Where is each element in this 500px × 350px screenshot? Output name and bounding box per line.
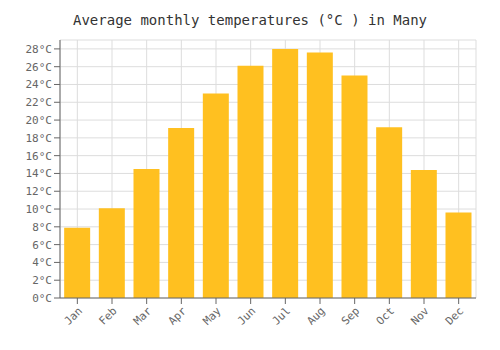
svg-text:18°C: 18°C	[26, 132, 53, 145]
svg-text:2°C: 2°C	[32, 274, 52, 287]
svg-text:Nov: Nov	[408, 304, 432, 328]
svg-text:26°C: 26°C	[26, 61, 53, 74]
svg-text:Aug: Aug	[304, 304, 327, 327]
html-text:Average monthly temperatures (: Average monthly temperatures (°C ) in Ma…	[73, 12, 427, 28]
svg-text:Jan: Jan	[62, 304, 85, 327]
svg-text:Sep: Sep	[339, 304, 362, 327]
svg-text:Oct: Oct	[374, 304, 397, 327]
svg-text:6°C: 6°C	[32, 239, 52, 252]
svg-text:20°C: 20°C	[26, 114, 53, 127]
svg-text:22°C: 22°C	[26, 96, 53, 109]
svg-text:May: May	[200, 304, 224, 328]
svg-text:Dec: Dec	[443, 304, 466, 327]
svg-text:0°C: 0°C	[32, 292, 52, 305]
svg-text:24°C: 24°C	[26, 78, 53, 91]
svg-text:4°C: 4°C	[32, 256, 52, 269]
svg-text:10°C: 10°C	[26, 203, 53, 216]
svg-text:Mar: Mar	[131, 304, 155, 328]
svg-text:12°C: 12°C	[26, 185, 53, 198]
svg-text:8°C: 8°C	[32, 221, 52, 234]
svg-text:16°C: 16°C	[26, 150, 53, 163]
svg-text:Jul: Jul	[270, 304, 293, 327]
svg-text:Feb: Feb	[96, 304, 119, 327]
svg-text:Apr: Apr	[166, 304, 190, 328]
svg-text:Jun: Jun	[235, 304, 258, 327]
svg-text:28°C: 28°C	[26, 43, 53, 56]
svg-text:14°C: 14°C	[26, 167, 53, 180]
